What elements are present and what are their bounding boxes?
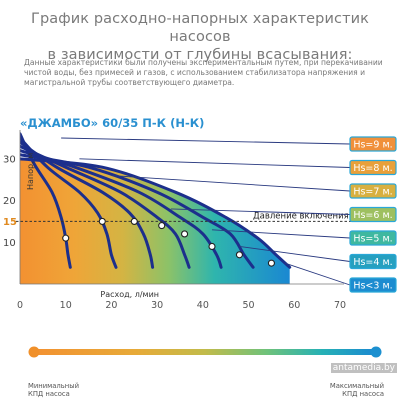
y-tick-label-3: 30 (3, 154, 16, 165)
marker-point-7 (235, 251, 243, 259)
series-line-5 (20, 149, 223, 269)
label-layer: Hs=9 м. Hs=8 м. Hs=7 м. Hs=6 м. Hs=5 м. Hs=4 … (61, 136, 397, 293)
x-tick-label-2: 20 (105, 300, 117, 311)
efficiency-fill (20, 158, 290, 284)
curve-layer (20, 132, 292, 269)
series-line-2 (20, 136, 118, 269)
hs-label-box-5 (349, 230, 397, 246)
marker-point-8 (267, 259, 275, 267)
marker-point-6 (208, 242, 216, 251)
hs-label-6: Hs=4 м. (353, 257, 392, 268)
hs-label-box-6 (349, 253, 397, 270)
marker-point-4 (158, 222, 166, 230)
threshold-label: Давление включения (253, 211, 349, 221)
y-tick-label-1: 15 (3, 217, 17, 228)
y-tick-label-0: 10 (3, 238, 16, 249)
y-tick-label-2: 20 (3, 196, 16, 207)
y-axis-label: Напор, м (26, 153, 35, 190)
marker-point-5 (181, 230, 189, 238)
leader-line-7 (284, 262, 351, 286)
hs-label-4: Hs=6 м. (353, 210, 392, 221)
series-line-3 (20, 140, 155, 269)
title-line-2: в зависимости от глубины всасывания: (47, 47, 353, 63)
efficiency-min-dot (28, 346, 40, 358)
efficiency-area (20, 158, 290, 284)
leader-line-3 (111, 175, 351, 192)
x-axis-label: Расход, л/мин (100, 290, 159, 299)
marker-layer (62, 217, 275, 267)
efficiency-max-dot (370, 346, 382, 358)
hs-label-box-4 (349, 206, 397, 223)
x-tick-label-1: 10 (60, 300, 72, 311)
marker-point-2 (98, 217, 106, 225)
efficiency-scale (28, 346, 382, 358)
page-title: График расходно-напорных характеристик н… (0, 10, 400, 64)
axis-layer: 0 10 20 30 40 50 60 70 10 15 20 30 Напор, м Расход, л… (3, 130, 352, 311)
chart-title: «ДЖАМБО» 60/35 П-К (Н-К) (20, 116, 205, 130)
x-tick-label-7: 70 (334, 300, 346, 311)
series-line-1 (20, 132, 72, 269)
series-line-6 (20, 153, 255, 269)
hs-label-box-1 (349, 136, 397, 152)
series-line-4 (20, 144, 191, 269)
x-tick-label-3: 30 (151, 300, 163, 311)
hs-label-box-3 (349, 183, 397, 199)
series-line-7 (20, 157, 292, 269)
efficiency-gradient-bar (32, 349, 377, 355)
max-efficiency-label: Максимальный КПД насоса (329, 382, 384, 398)
min-efficiency-label: Минимальный КПД насоса (28, 382, 80, 398)
hs-label-box-7 (349, 277, 397, 293)
x-tick-label-6: 60 (288, 300, 300, 311)
leader-line-4 (170, 208, 351, 215)
hs-label-2: Hs=8 м. (353, 163, 392, 174)
title-line-1: График расходно-напорных характеристик н… (31, 11, 369, 45)
leader-line-6 (239, 246, 351, 262)
threshold-label-bg (248, 210, 340, 221)
leader-line-5 (211, 229, 351, 239)
hs-label-box-2 (349, 159, 397, 176)
description-text: Данные характеристики были получены эксп… (24, 58, 383, 87)
watermark: antamedia.by (330, 363, 397, 373)
marker-point-1 (62, 234, 70, 242)
x-tick-label-0: 0 (17, 300, 23, 311)
hs-label-7: Hs<3 м. (353, 281, 392, 292)
hs-label-1: Hs=9 м. (353, 140, 392, 151)
x-tick-label-5: 50 (243, 300, 255, 311)
hs-label-5: Hs=5 м. (353, 234, 392, 245)
marker-point-3 (130, 217, 138, 225)
x-tick-label-4: 40 (197, 300, 209, 311)
leader-line-2 (79, 158, 351, 168)
hs-label-3: Hs=7 м. (353, 187, 392, 198)
leader-line-1 (61, 137, 351, 145)
